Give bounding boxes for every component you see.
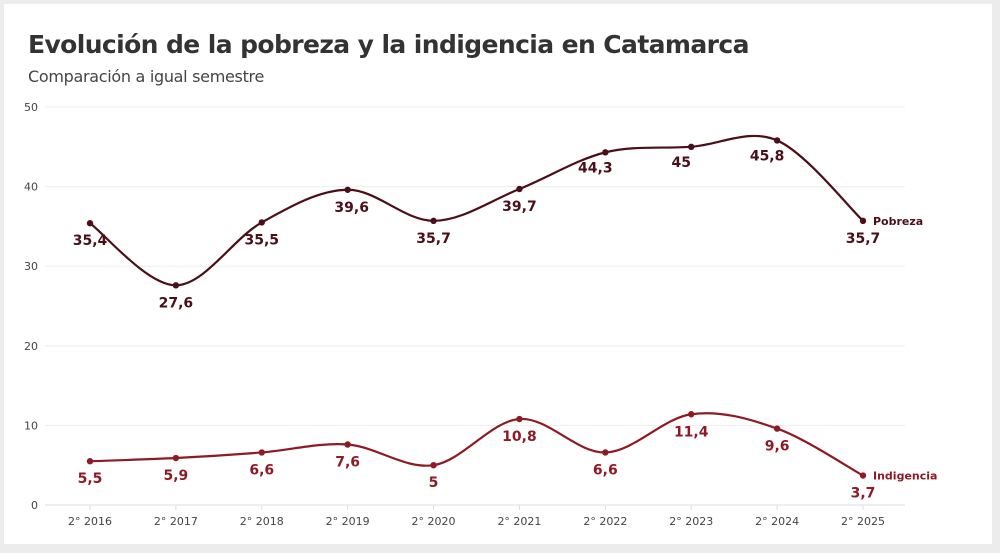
data-point: [773, 137, 781, 144]
data-label: 9,6: [765, 439, 790, 455]
x-tick-label: 2° 2017: [154, 515, 198, 528]
data-label: 35,5: [245, 232, 280, 248]
x-tick-label: 2° 2024: [755, 515, 799, 528]
data-point: [516, 185, 523, 193]
data-point: [602, 149, 609, 156]
chart-card: Evolución de la pobreza y la indigencia …: [4, 4, 992, 544]
data-label: 6,6: [593, 462, 618, 478]
x-tick-label: 2° 2021: [497, 515, 541, 528]
data-point: [430, 217, 437, 225]
data-point: [258, 219, 265, 226]
data-point: [172, 282, 180, 289]
x-tick-label: 2° 2025: [841, 515, 885, 528]
data-point: [859, 472, 867, 479]
data-point: [258, 449, 265, 456]
chart-subtitle: Comparación a igual semestre: [28, 67, 265, 86]
data-label: 35,7: [846, 231, 881, 247]
data-label: 35,4: [73, 233, 108, 249]
data-point: [602, 449, 609, 456]
data-label: 39,6: [334, 200, 369, 216]
data-label: 10,8: [502, 429, 537, 445]
y-tick-label: 10: [24, 419, 38, 432]
chart-title: Evolución de la pobreza y la indigencia …: [28, 30, 749, 59]
data-label: 45: [671, 155, 690, 171]
series-label-pobreza: Pobreza: [873, 215, 923, 228]
x-tick-label: 2° 2022: [583, 515, 627, 528]
data-label: 11,4: [674, 424, 709, 440]
y-tick-label: 20: [24, 340, 38, 353]
data-point: [86, 220, 94, 227]
data-point: [430, 462, 437, 469]
data-label: 35,7: [416, 231, 451, 247]
data-point: [773, 425, 781, 432]
x-tick-label: 2° 2020: [412, 515, 456, 528]
data-label: 39,7: [502, 199, 537, 215]
series-line-pobreza: [89, 134, 864, 287]
data-label: 3,7: [851, 486, 876, 502]
series-line-indigencia: [89, 412, 864, 477]
data-point: [859, 217, 867, 225]
data-label: 5: [429, 475, 439, 491]
x-tick-label: 2° 2023: [669, 515, 713, 528]
data-point: [688, 143, 695, 150]
data-point: [344, 186, 351, 193]
data-point: [86, 458, 94, 465]
x-tick-label: 2° 2018: [240, 515, 284, 528]
y-tick-label: 30: [24, 260, 38, 273]
data-point: [688, 411, 695, 418]
data-label: 5,9: [163, 468, 188, 484]
series-label-indigencia: Indigencia: [873, 470, 937, 483]
data-label: 44,3: [578, 160, 613, 176]
data-label: 6,6: [249, 462, 274, 478]
data-point: [344, 441, 351, 448]
data-point: [516, 415, 523, 423]
x-tick-label: 2° 2016: [68, 515, 112, 528]
x-tick-label: 2° 2019: [326, 515, 370, 528]
data-label: 7,6: [335, 455, 360, 471]
y-tick-label: 0: [31, 499, 38, 512]
data-label: 27,6: [159, 295, 194, 311]
data-point: [172, 454, 180, 462]
y-tick-label: 40: [24, 181, 38, 194]
data-label: 45,8: [750, 148, 785, 164]
data-label: 5,5: [78, 471, 103, 487]
y-tick-label: 50: [24, 101, 38, 114]
